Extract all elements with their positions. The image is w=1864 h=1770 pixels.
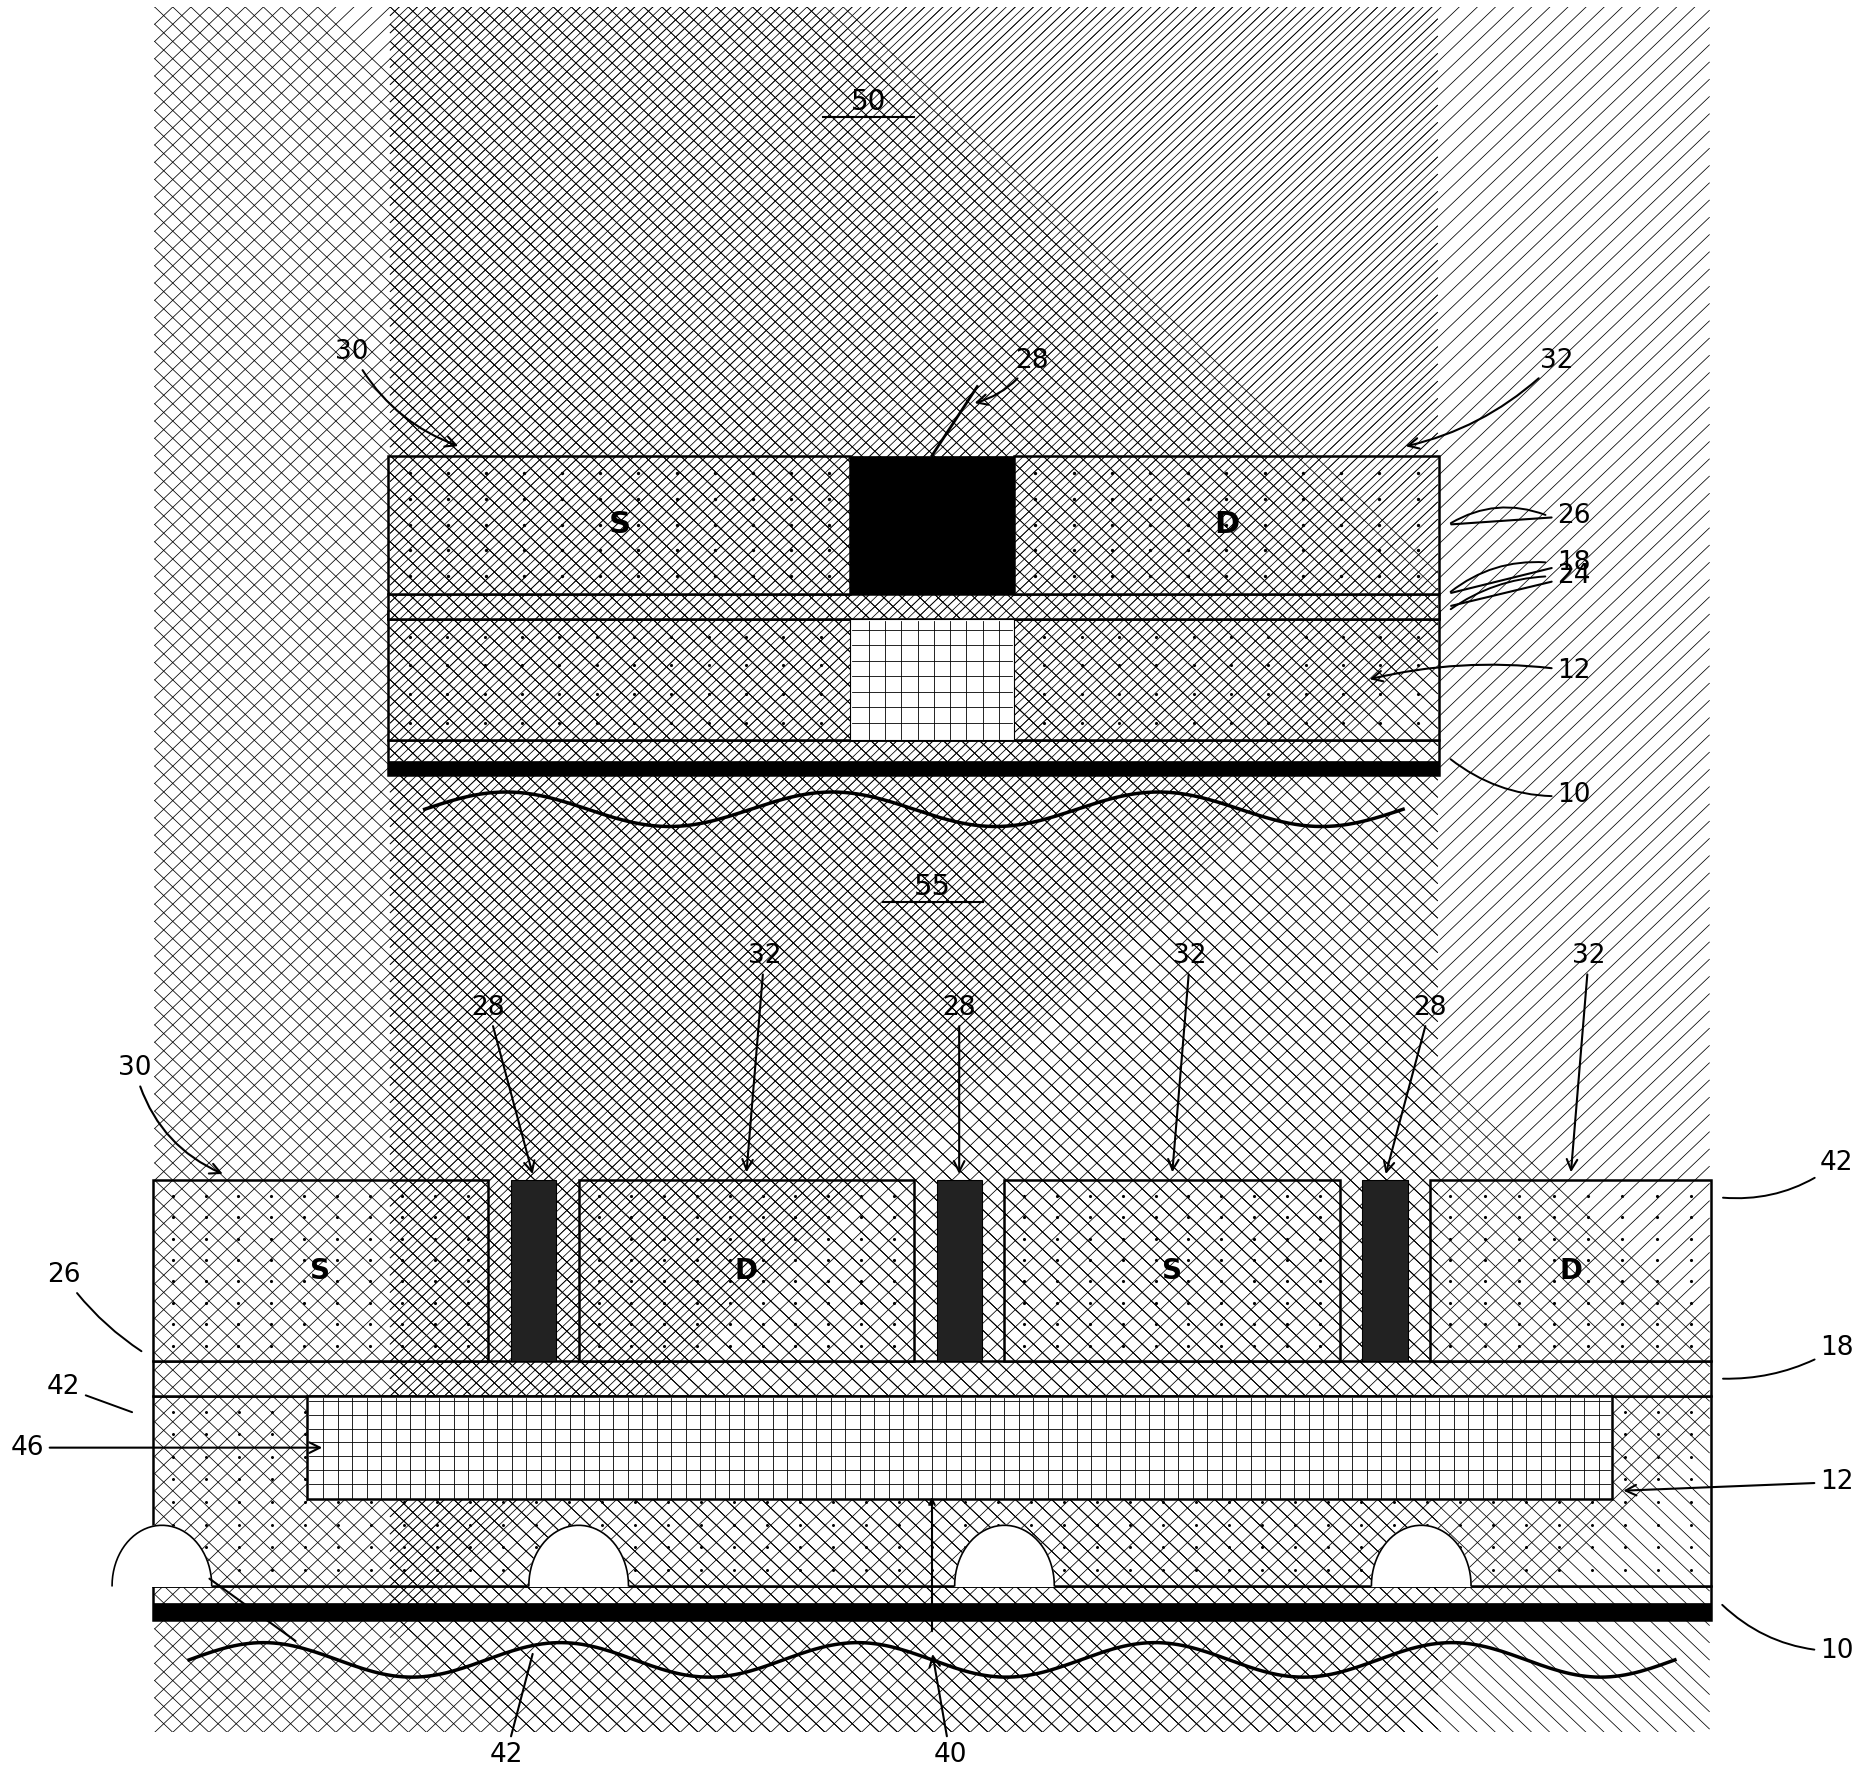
Text: 28: 28 [943,995,977,1172]
Text: 42: 42 [47,1374,132,1412]
Bar [388,593,1439,620]
Text: 46: 46 [11,1435,321,1460]
Bar [511,1181,555,1361]
Polygon shape [954,1526,1055,1586]
Bar [1363,1181,1407,1361]
Bar [153,1586,1711,1620]
Bar [388,761,1439,775]
Bar [308,1397,1612,1499]
Bar [388,611,1439,620]
Polygon shape [112,1526,212,1586]
Text: 12: 12 [1372,658,1590,685]
Text: S: S [311,1257,330,1285]
Bar [1014,455,1439,593]
Text: 42: 42 [490,1653,533,1768]
Text: 32: 32 [1568,943,1605,1170]
Text: 32: 32 [742,943,781,1170]
Bar [1430,1181,1711,1361]
Bar [388,455,850,593]
Bar [153,1604,1711,1620]
Text: 28: 28 [1383,995,1446,1172]
Polygon shape [529,1526,628,1586]
Text: 24: 24 [1450,563,1590,605]
Bar [936,1181,982,1361]
Text: 42: 42 [1722,1150,1853,1198]
Text: D: D [1558,1257,1583,1285]
Text: 10: 10 [1722,1605,1853,1664]
Text: S: S [608,510,630,540]
Text: D: D [1213,510,1240,540]
Text: 30: 30 [336,340,457,446]
Bar [153,1181,488,1361]
Polygon shape [1372,1526,1471,1586]
Text: 26: 26 [47,1262,142,1351]
Text: S: S [1161,1257,1182,1285]
Text: 50: 50 [850,88,885,115]
Bar [578,1181,913,1361]
Bar [390,595,1437,618]
Text: 28: 28 [472,995,535,1172]
Bar [850,620,1014,740]
Bar [850,455,1014,593]
Text: 12: 12 [1625,1469,1853,1496]
Text: 55: 55 [913,873,951,901]
Text: 32: 32 [1407,347,1573,448]
Bar [153,1361,1711,1397]
Text: 32: 32 [1169,943,1208,1170]
Text: 30: 30 [117,1055,220,1174]
Text: 10: 10 [1450,759,1590,809]
Text: D: D [734,1257,759,1285]
Bar [388,620,1439,740]
Bar [155,1363,1709,1395]
Bar [153,1397,1711,1586]
Text: 18: 18 [1722,1335,1853,1379]
Bar [388,740,1439,775]
Text: 26: 26 [1452,503,1590,529]
Bar [1005,1181,1340,1361]
Bar [390,612,1437,618]
Text: 18: 18 [1450,549,1590,593]
Text: 40: 40 [930,1657,967,1768]
Text: 28: 28 [977,347,1048,405]
